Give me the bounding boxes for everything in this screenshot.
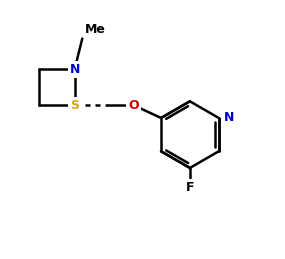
Text: O: O (128, 99, 139, 112)
Text: Me: Me (85, 23, 106, 36)
Text: F: F (186, 181, 194, 194)
Text: N: N (70, 63, 80, 76)
Text: S: S (70, 99, 79, 112)
Text: N: N (224, 111, 234, 125)
